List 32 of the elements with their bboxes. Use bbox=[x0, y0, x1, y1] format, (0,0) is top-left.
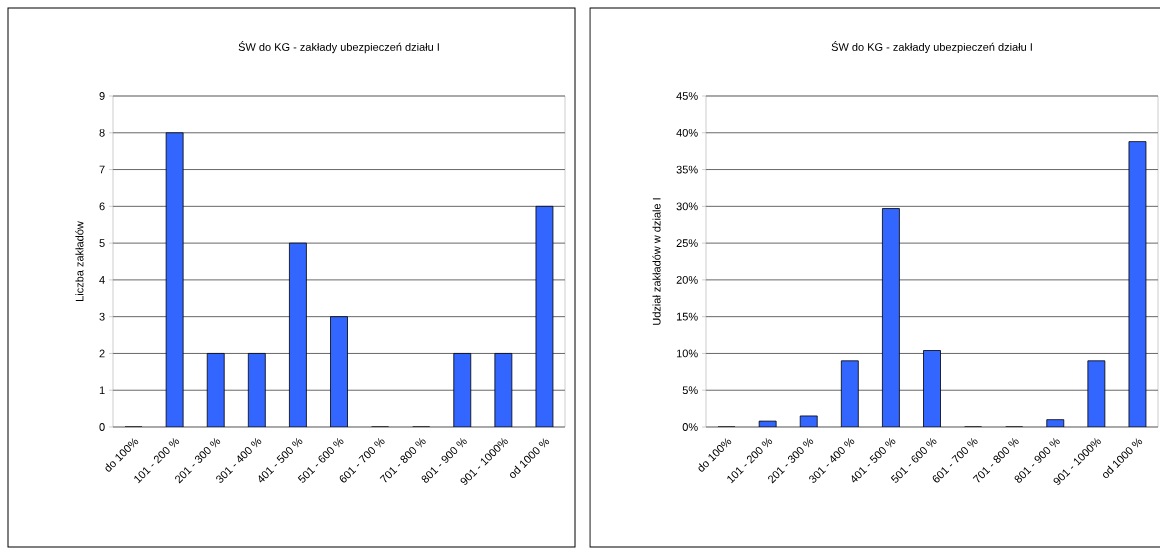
y-tick-label: 35% bbox=[676, 165, 698, 174]
bar bbox=[453, 353, 472, 427]
y-tick-label: 7 bbox=[99, 165, 105, 174]
y-tick-label: 9 bbox=[99, 92, 105, 100]
y-tick-label: 1 bbox=[99, 386, 105, 395]
y-tick-label: 8 bbox=[99, 128, 105, 137]
y-tick-label: 40% bbox=[676, 128, 698, 137]
y-tick-label: 5% bbox=[682, 386, 698, 395]
bar bbox=[247, 353, 266, 427]
y-tick-label: 30% bbox=[676, 202, 698, 211]
bar bbox=[882, 208, 900, 427]
y-axis-title: Udział zakładów w dziale I bbox=[652, 198, 661, 325]
y-tick-label: 5 bbox=[99, 239, 105, 247]
y-tick-label: 3 bbox=[99, 312, 105, 321]
y-tick-label: 0% bbox=[682, 423, 698, 431]
y-tick-label: 4 bbox=[99, 276, 105, 284]
y-axis-title: Liczba zakładów bbox=[75, 221, 84, 301]
y-tick-label: 20% bbox=[676, 276, 698, 284]
bar bbox=[840, 360, 859, 427]
y-tick-label: 45% bbox=[676, 92, 698, 100]
bar bbox=[206, 353, 225, 427]
y-tick-label: 2 bbox=[99, 349, 105, 358]
y-tick-label: 0 bbox=[99, 423, 105, 431]
bar bbox=[330, 316, 348, 427]
y-tick-label: 10% bbox=[676, 349, 698, 358]
chart-title: ŚW do KG - zakłady ubezpieczeń działu I bbox=[238, 40, 439, 54]
y-tick-label: 6 bbox=[99, 202, 105, 211]
bar bbox=[923, 350, 941, 427]
y-tick-label: 25% bbox=[676, 239, 698, 248]
y-tick-label: 15% bbox=[676, 312, 698, 321]
chart-title: ŚW do KG - zakłady ubezpieczeń działu I bbox=[831, 40, 1032, 54]
bar bbox=[289, 242, 307, 427]
